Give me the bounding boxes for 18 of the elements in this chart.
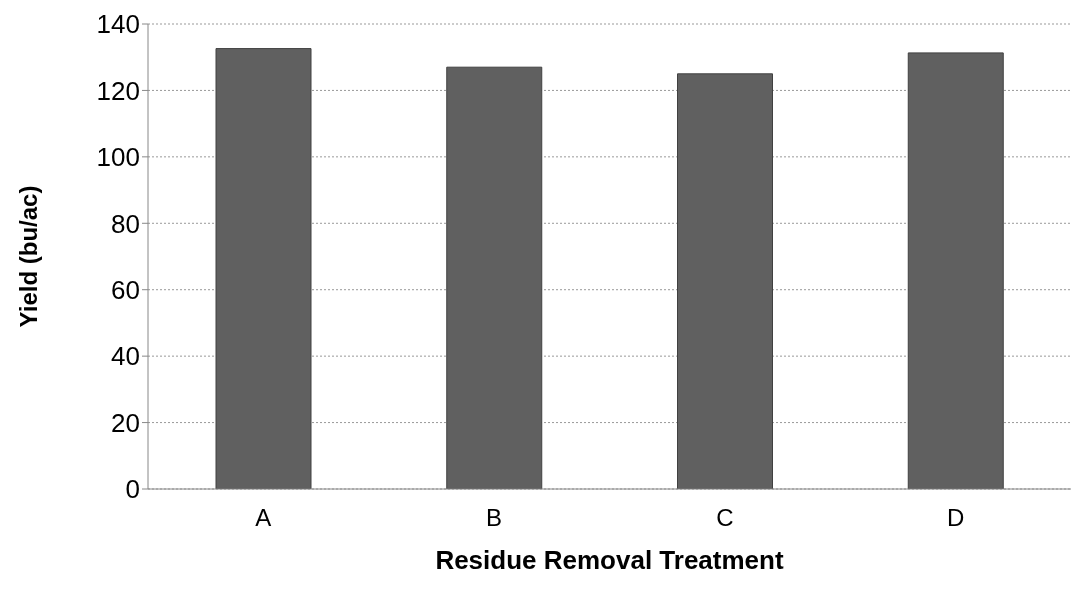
bar	[215, 48, 312, 489]
y-tick-label: 120	[96, 75, 140, 106]
y-tick-label: 80	[111, 208, 140, 239]
y-tick-label: 100	[96, 142, 140, 173]
bar	[446, 66, 543, 489]
y-tick-label: 140	[96, 9, 140, 40]
x-axis-title: Residue Removal Treatment	[435, 545, 784, 575]
x-tick-label: D	[946, 504, 965, 532]
y-axis-title: Yield (bu/ac)	[14, 185, 42, 328]
x-tick-label: C	[716, 504, 734, 532]
x-tick-label: A	[255, 504, 272, 532]
bar	[677, 73, 773, 489]
y-tick-label: 60	[111, 274, 140, 305]
y-tick-label: 40	[111, 341, 140, 372]
bar	[907, 52, 1004, 489]
y-tick-label: 0	[125, 474, 140, 505]
y-tick-label: 20	[111, 407, 140, 438]
x-tick-label: B	[486, 504, 503, 532]
